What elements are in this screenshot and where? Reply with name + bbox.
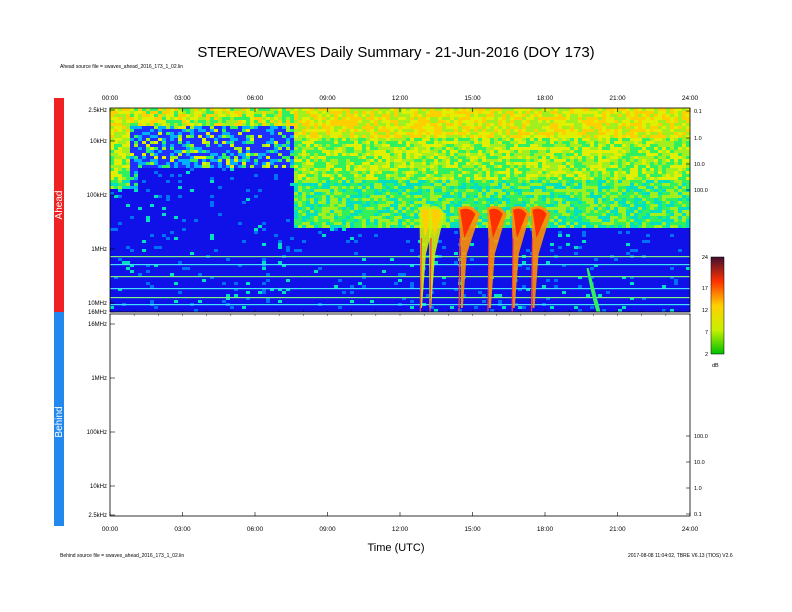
sidebar-label-behind: Behind xyxy=(54,406,65,437)
ahead-freq-tick: 10kHz xyxy=(90,139,107,145)
interference-line xyxy=(110,256,690,258)
behind-right-tick: 0.1 xyxy=(694,512,702,518)
sidebar-behind xyxy=(54,312,64,526)
behind-right-tick: 10.0 xyxy=(694,460,705,466)
behind-freq-tick: 2.5kHz xyxy=(88,513,107,519)
ahead-right-tick: 10.0 xyxy=(694,162,705,168)
ahead-freq-tick: 10MHz xyxy=(88,301,107,307)
interference-line xyxy=(110,264,690,266)
footer-timestamp: 2017-08-08 11:04:02, TBRE V6.13 (TIOS) V… xyxy=(628,553,733,559)
behind-freq-tick: 1MHz xyxy=(91,376,107,382)
sidebar-ahead xyxy=(54,98,64,312)
behind-source-label: Behind source file = swaves_ahead_2016_1… xyxy=(60,553,185,559)
x-tick-top: 12:00 xyxy=(392,95,409,102)
x-tick-top: 00:00 xyxy=(102,95,119,102)
burst-5 xyxy=(511,206,531,312)
x-tick-top: 06:00 xyxy=(247,95,264,102)
behind-right-tick: 100.0 xyxy=(694,434,708,440)
x-tick-top: 15:00 xyxy=(464,95,481,102)
x-tick-top: 09:00 xyxy=(319,95,336,102)
ahead-freq-tick: 100kHz xyxy=(87,193,107,199)
interference-line xyxy=(110,276,690,278)
colorbar-tick: 12 xyxy=(702,308,708,314)
colorbar-tick: 17 xyxy=(702,286,708,292)
x-tick-bottom: 24:00 xyxy=(682,526,699,533)
x-tick-bottom: 12:00 xyxy=(392,526,409,533)
burst-3 xyxy=(458,206,480,312)
burst-2 xyxy=(429,206,445,312)
x-tick-top: 21:00 xyxy=(609,95,626,102)
x-tick-bottom: 21:00 xyxy=(609,526,626,533)
behind-freq-tick: 16MHz xyxy=(88,322,107,328)
colorbar-tick: 7 xyxy=(705,330,708,336)
ahead-freq-tick: 1MHz xyxy=(91,247,107,253)
behind-right-tick: 1.0 xyxy=(694,486,702,492)
interference-line xyxy=(110,288,690,290)
x-tick-top: 18:00 xyxy=(537,95,554,102)
x-tick-bottom: 15:00 xyxy=(464,526,481,533)
colorbar-unit: dB xyxy=(712,363,719,369)
interference-line xyxy=(110,304,690,306)
page-title: STEREO/WAVES Daily Summary - 21-Jun-2016… xyxy=(197,44,595,61)
burst-4 xyxy=(487,206,507,312)
ahead-right-tick: 0.1 xyxy=(694,109,702,115)
colorbar-tick: 24 xyxy=(702,255,708,261)
x-axis-label: Time (UTC) xyxy=(367,542,425,554)
x-tick-bottom: 00:00 xyxy=(102,526,119,533)
colorbar-tick: 2 xyxy=(705,352,708,358)
ahead-freq-tick: 16MHz xyxy=(88,310,107,316)
behind-freq-tick: 10kHz xyxy=(90,484,107,490)
ahead-right-tick: 100.0 xyxy=(694,188,708,194)
ahead-freq-tick: 2.5kHz xyxy=(88,108,107,114)
burst-6 xyxy=(530,206,551,312)
x-tick-top: 03:00 xyxy=(174,95,191,102)
behind-frame xyxy=(109,313,691,517)
ahead-right-tick: 1.0 xyxy=(694,136,702,142)
ahead-source-label: Ahead source file = swaves_ahead_2016_17… xyxy=(60,64,184,70)
behind-freq-tick: 100kHz xyxy=(87,430,107,436)
interference-line xyxy=(110,297,690,299)
sidebar-label-ahead: Ahead xyxy=(54,191,65,220)
feature-drift xyxy=(586,268,601,312)
x-tick-bottom: 03:00 xyxy=(174,526,191,533)
x-tick-bottom: 09:00 xyxy=(319,526,336,533)
colorbar xyxy=(710,256,725,355)
x-tick-bottom: 18:00 xyxy=(537,526,554,533)
x-tick-bottom: 06:00 xyxy=(247,526,264,533)
x-tick-top: 24:00 xyxy=(682,95,699,102)
